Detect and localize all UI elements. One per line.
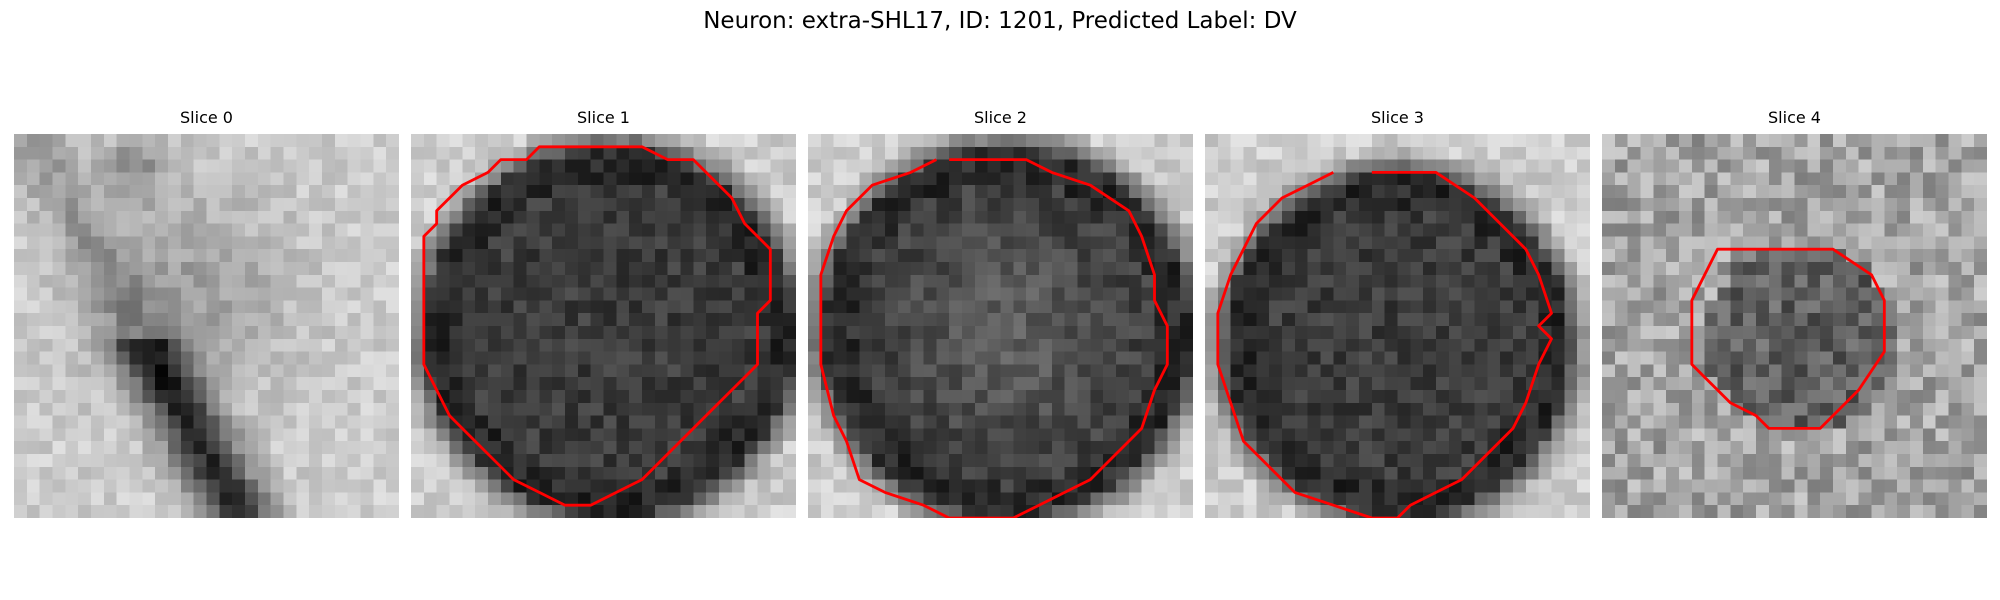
segmentation-contour [1690, 247, 1886, 430]
slice-title-4: Slice 4 [1768, 108, 1821, 127]
pixel-grid [14, 134, 399, 518]
slice-panel-4: Slice 4 [1602, 108, 1987, 518]
slice-title-3: Slice 3 [1371, 108, 1424, 127]
slice-panel-2: Slice 2 [808, 108, 1193, 518]
pixel-grid [808, 134, 1193, 518]
slice-panel-1: Slice 1 [411, 108, 796, 518]
pixel-grid [1602, 134, 1987, 518]
slice-image-4 [1602, 134, 1987, 518]
slice-title-1: Slice 1 [577, 108, 630, 127]
slice-panel-3: Slice 3 [1205, 108, 1590, 518]
slice-title-0: Slice 0 [180, 108, 233, 127]
segmentation-contour [1216, 170, 1553, 518]
figure-title: Neuron: extra-SHL17, ID: 1201, Predicted… [703, 8, 1297, 34]
slice-image-0 [14, 134, 399, 518]
segmentation-contour [422, 145, 772, 507]
slice-image-3 [1205, 134, 1590, 518]
segmentation-contour [819, 158, 1169, 518]
pixel-grid [1205, 134, 1590, 518]
pixel-grid [411, 134, 796, 518]
slice-panel-0: Slice 0 [14, 108, 399, 518]
slice-title-2: Slice 2 [974, 108, 1027, 127]
slice-image-1 [411, 134, 796, 518]
slice-image-2 [808, 134, 1193, 518]
